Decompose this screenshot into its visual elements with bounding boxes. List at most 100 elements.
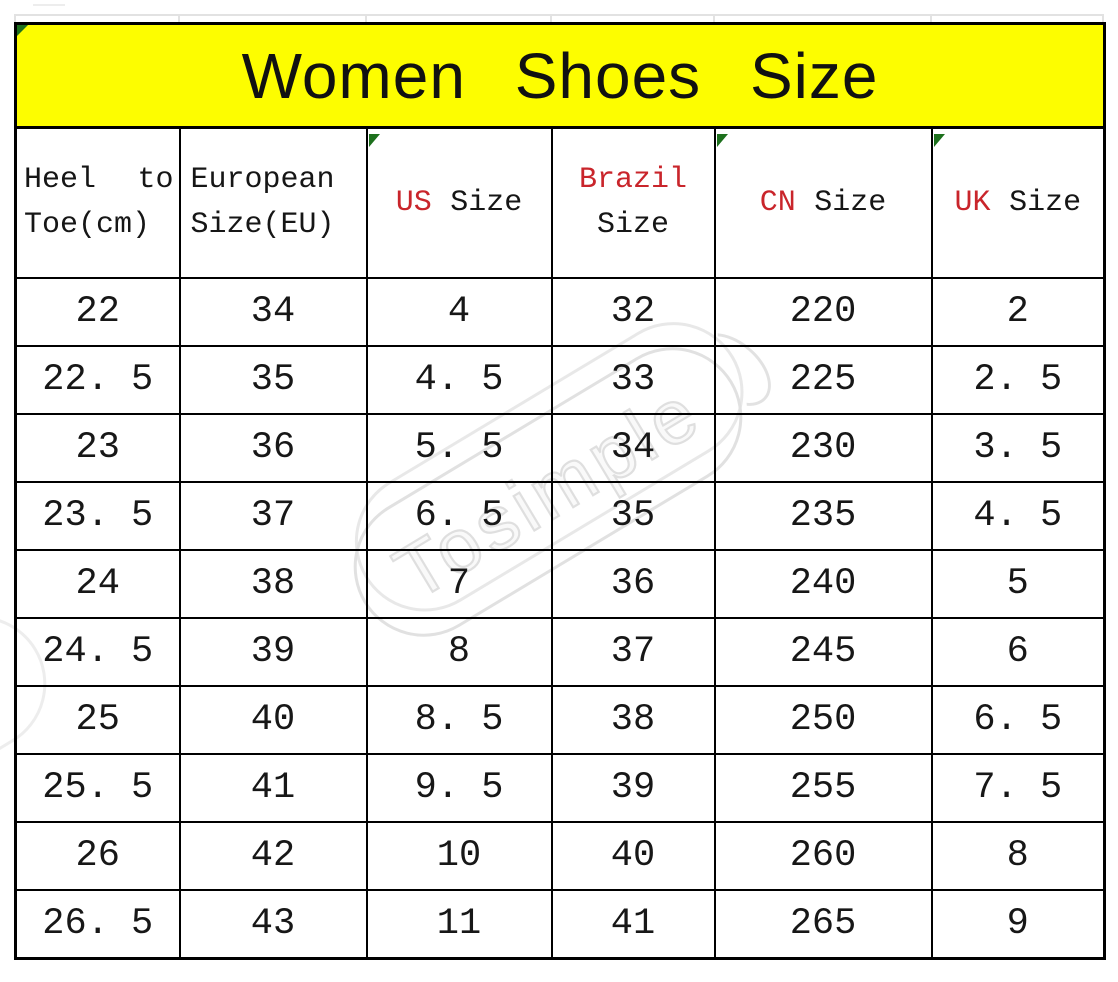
table-row: 26 42 10 40 260 8	[14, 821, 1106, 891]
header-word: Size	[450, 185, 523, 220]
cell-brazil-size: 33	[550, 345, 716, 415]
cell-heel: 25. 5	[14, 753, 181, 823]
cell-heel: 26. 5	[14, 889, 181, 960]
header-word: to	[137, 163, 174, 197]
cell-uk-size: 8	[930, 821, 1106, 891]
cell-brazil-size: 38	[550, 685, 716, 755]
header-accent: CN	[759, 185, 796, 220]
cell-eu-size: 40	[178, 685, 368, 755]
cell-us-size: 7	[365, 549, 553, 619]
cell-cn-size: 250	[713, 685, 933, 755]
gridline-artifact	[550, 14, 552, 23]
table-row: 24. 5 39 8 37 245 6	[14, 617, 1106, 687]
cell-cn-size: 230	[713, 413, 933, 483]
table-row: 25. 5 41 9. 5 39 255 7. 5	[14, 753, 1106, 823]
cell-brazil-size: 40	[550, 821, 716, 891]
page-title: Women Shoes Size	[241, 39, 879, 112]
cell-heel: 23. 5	[14, 481, 181, 551]
cell-us-size: 4. 5	[365, 345, 553, 415]
cell-brazil-size: 41	[550, 889, 716, 960]
cell-uk-size: 2. 5	[930, 345, 1106, 415]
column-header-uk-size: UK Size	[930, 126, 1106, 279]
cell-uk-size: 2	[930, 277, 1106, 347]
table-row: 22. 5 35 4. 5 33 225 2. 5	[14, 345, 1106, 415]
cell-eu-size: 41	[178, 753, 368, 823]
cell-uk-size: 4. 5	[930, 481, 1106, 551]
cell-cn-size: 225	[713, 345, 933, 415]
cell-eu-size: 37	[178, 481, 368, 551]
green-corner-marker-icon	[934, 134, 945, 147]
cell-us-size: 9. 5	[365, 753, 553, 823]
cell-us-size: 5. 5	[365, 413, 553, 483]
cell-brazil-size: 34	[550, 413, 716, 483]
table-row: 23. 5 37 6. 5 35 235 4. 5	[14, 481, 1106, 551]
table-row: 24 38 7 36 240 5	[14, 549, 1106, 619]
cell-us-size: 4	[365, 277, 553, 347]
cell-heel: 22	[14, 277, 181, 347]
cell-cn-size: 240	[713, 549, 933, 619]
cell-heel: 26	[14, 821, 181, 891]
cell-heel: 24. 5	[14, 617, 181, 687]
cell-us-size: 8. 5	[365, 685, 553, 755]
cell-us-size: 11	[365, 889, 553, 960]
header-word: Size	[1009, 185, 1082, 220]
cell-cn-size: 265	[713, 889, 933, 960]
cell-uk-size: 9	[930, 889, 1106, 960]
column-header-european-size: European Size(EU)	[178, 126, 368, 279]
header-accent: Brazil	[578, 163, 688, 197]
cell-us-size: 10	[365, 821, 553, 891]
header-line: European	[190, 163, 335, 197]
size-table: Women Shoes Size Heel to Toe(cm) Europea…	[14, 22, 1107, 960]
gridline-artifact	[178, 14, 180, 23]
header-word: Heel	[24, 163, 97, 197]
cell-us-size: 6. 5	[365, 481, 553, 551]
cell-brazil-size: 36	[550, 549, 716, 619]
header-accent: UK	[954, 185, 991, 220]
cell-eu-size: 39	[178, 617, 368, 687]
column-header-brazil-size: Brazil Size	[550, 126, 716, 279]
cell-eu-size: 34	[178, 277, 368, 347]
column-header-cn-size: CN Size	[713, 126, 933, 279]
gridline-artifact	[930, 14, 932, 23]
cell-eu-size: 35	[178, 345, 368, 415]
gridline-artifact	[33, 4, 65, 6]
header-line: Size(EU)	[190, 208, 335, 242]
cell-eu-size: 42	[178, 821, 368, 891]
column-header-us-size: US Size	[365, 126, 553, 279]
cell-brazil-size: 39	[550, 753, 716, 823]
cell-brazil-size: 32	[550, 277, 716, 347]
gridline-artifact	[14, 14, 1104, 16]
table-row: 26. 5 43 11 41 265 9	[14, 889, 1106, 960]
green-corner-marker-icon	[17, 25, 28, 36]
cell-uk-size: 3. 5	[930, 413, 1106, 483]
gridline-artifact	[14, 14, 16, 23]
table-row: 25 40 8. 5 38 250 6. 5	[14, 685, 1106, 755]
cell-cn-size: 245	[713, 617, 933, 687]
cell-us-size: 8	[365, 617, 553, 687]
header-line: Heel to	[24, 158, 174, 203]
cell-cn-size: 235	[713, 481, 933, 551]
cell-heel: 24	[14, 549, 181, 619]
cell-uk-size: 6	[930, 617, 1106, 687]
gridline-artifact	[365, 14, 367, 23]
cell-brazil-size: 35	[550, 481, 716, 551]
green-corner-marker-icon	[717, 134, 728, 147]
cell-heel: 25	[14, 685, 181, 755]
cell-cn-size: 220	[713, 277, 933, 347]
cell-heel: 22. 5	[14, 345, 181, 415]
header-word: Size	[814, 185, 887, 220]
cell-uk-size: 7. 5	[930, 753, 1106, 823]
title-banner: Women Shoes Size	[14, 22, 1106, 129]
green-corner-marker-icon	[369, 134, 380, 147]
gridline-artifact	[1102, 14, 1104, 23]
cell-cn-size: 255	[713, 753, 933, 823]
cell-brazil-size: 37	[550, 617, 716, 687]
header-line: Toe(cm)	[24, 208, 151, 242]
table-header-row: Heel to Toe(cm) European Size(EU) US Size…	[14, 126, 1106, 279]
cell-cn-size: 260	[713, 821, 933, 891]
column-header-heel-to-toe: Heel to Toe(cm)	[14, 126, 181, 279]
cell-uk-size: 6. 5	[930, 685, 1106, 755]
cell-eu-size: 38	[178, 549, 368, 619]
header-word: Size	[596, 208, 669, 242]
